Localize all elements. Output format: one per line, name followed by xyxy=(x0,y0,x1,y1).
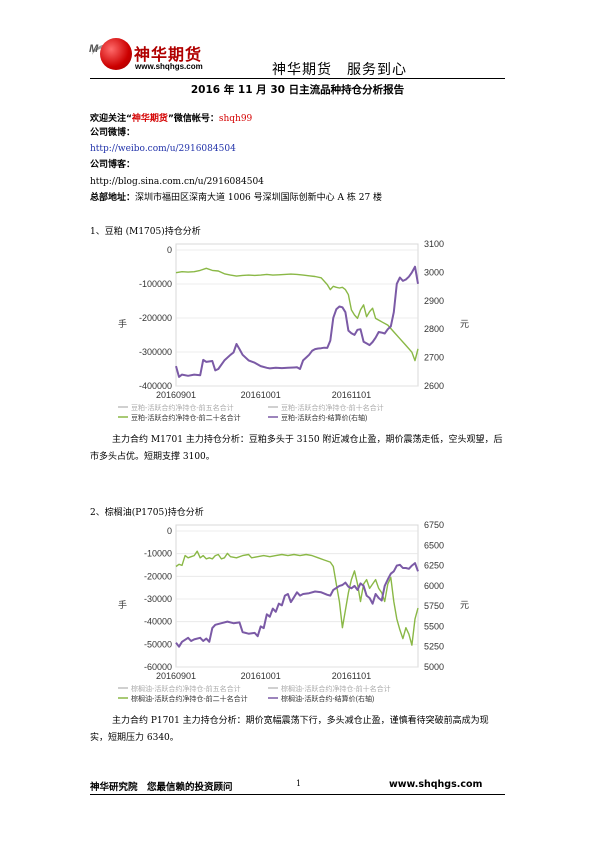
section-2-analysis: 主力合约 P1701 主力持仓分析：期价宽幅震荡下行，多头减仓止盈，谨慎看待突破… xyxy=(90,716,489,743)
logo-url: www.shqhgs.com xyxy=(135,62,203,71)
legend-label: 豆粕-活跃合约净持仓-前五名合计 xyxy=(131,403,234,412)
left-axis-label: 手 xyxy=(118,318,127,329)
right-tick-label: 6750 xyxy=(424,520,444,530)
footer-slogan: 神华研究院 您最信赖的投资顾问 xyxy=(90,782,233,793)
blog-label: 公司博客： xyxy=(90,160,136,170)
footer-url: www.shqhgs.com xyxy=(389,779,483,790)
x-tick-label: 20161001 xyxy=(241,671,281,681)
right-tick-label: 6500 xyxy=(424,540,444,550)
right-tick-label: 5000 xyxy=(424,662,444,672)
series-line-price xyxy=(175,265,419,378)
legend-label: 棕榈油-活跃合约净持仓-前二十名合计 xyxy=(131,694,248,703)
wechat-line: 欢迎关注“神华期货”微信帐号：shqh99 xyxy=(90,113,252,125)
weibo-link[interactable]: http://weibo.com/u/2916084504 xyxy=(90,144,236,154)
header-slogan: 神华期货 服务到心 xyxy=(272,62,407,78)
right-tick-label: 2800 xyxy=(424,324,444,334)
series-line-price xyxy=(175,562,419,648)
section-1-heading: 1、豆粕 (M1705)持仓分析 xyxy=(90,227,201,237)
address-label: 总部地址： xyxy=(90,193,136,203)
footer-divider xyxy=(90,794,505,795)
right-tick-label: 5250 xyxy=(424,642,444,652)
legend-label: 豆粕-活跃合约-结算价(右轴) xyxy=(281,413,367,422)
right-tick-label: 5750 xyxy=(424,601,444,611)
follow-suffix: ”微信帐号： xyxy=(167,114,219,124)
follow-prefix: 欢迎关注“ xyxy=(90,114,132,124)
right-tick-label: 2700 xyxy=(424,353,444,363)
logo-mark: M xyxy=(89,43,99,55)
right-tick-label: 3100 xyxy=(424,239,444,249)
section-2-heading: 2、棕榈油(P1705)持仓分析 xyxy=(90,508,204,518)
header-divider xyxy=(90,78,505,79)
left-tick-label: -30000 xyxy=(144,594,172,604)
logo-text: 神华期货 xyxy=(134,45,203,64)
left-tick-label: 0 xyxy=(167,245,172,255)
legend-label: 棕榈油-活跃合约-结算价(右轴) xyxy=(281,694,374,703)
left-tick-label: -10000 xyxy=(144,549,172,559)
left-tick-label: -20000 xyxy=(144,571,172,581)
report-title: 2016 年 11 月 30 日主流品种持仓分析报告 xyxy=(190,84,405,96)
chart-soymeal: 0 -100000 -200000 -300000 -400000 3100 3000 290… xyxy=(118,239,469,422)
x-tick-label: 20160901 xyxy=(156,390,196,400)
x-tick-label: 20161101 xyxy=(332,390,371,400)
blog-link[interactable]: http://blog.sina.com.cn/u/2916084504 xyxy=(90,177,264,187)
address-text: 深圳市福田区深南大道 1006 号深圳国际创新中心 A 栋 27 楼 xyxy=(135,193,383,203)
right-tick-label: 6250 xyxy=(424,561,444,571)
right-axis-label: 元 xyxy=(460,600,469,610)
plot-area xyxy=(175,243,419,387)
chart-palm-oil: 0 -10000 -20000 -30000 -40000 -50000 -60000 675… xyxy=(118,520,469,703)
legend-label: 棕榈油-活跃合约净持仓-前五名合计 xyxy=(131,684,241,693)
left-tick-label: -50000 xyxy=(144,639,172,649)
wechat-id: shqh99 xyxy=(218,114,253,124)
left-tick-label: -60000 xyxy=(144,662,172,672)
left-tick-label: 0 xyxy=(167,526,172,536)
right-tick-label: 3000 xyxy=(424,267,444,277)
left-tick-label: -200000 xyxy=(139,313,172,323)
x-tick-label: 20160901 xyxy=(156,671,196,681)
right-tick-label: 2900 xyxy=(424,296,444,306)
legend-label: 豆粕-活跃合约净持仓-前十名合计 xyxy=(281,403,384,412)
legend-label: 棕榈油-活跃合约净持仓-前十名合计 xyxy=(281,684,391,693)
address-line: 总部地址：深圳市福田区深南大道 1006 号深圳国际创新中心 A 栋 27 楼 xyxy=(90,192,382,204)
left-tick-label: -300000 xyxy=(139,347,172,357)
logo-globe-icon xyxy=(100,38,132,70)
weibo-label: 公司微博： xyxy=(90,128,136,138)
follow-name: 神华期货 xyxy=(131,114,168,124)
left-tick-label: -40000 xyxy=(144,617,172,627)
left-tick-label: -100000 xyxy=(139,279,172,289)
right-tick-label: 6000 xyxy=(424,581,444,591)
series-line-position xyxy=(175,267,419,362)
x-tick-label: 20161101 xyxy=(332,671,371,681)
right-tick-label: 2600 xyxy=(424,381,444,391)
x-tick-label: 20161001 xyxy=(241,390,281,400)
series-line-position xyxy=(175,550,419,646)
legend-label: 豆粕-活跃合约净持仓-前二十名合计 xyxy=(131,413,241,422)
right-tick-label: 5500 xyxy=(424,621,444,631)
left-tick-label: -400000 xyxy=(139,381,172,391)
page-number: 1 xyxy=(296,779,302,788)
section-1-analysis: 主力合约 M1701 主力持仓分析：豆粕多头于 3150 附近减仓止盈，期价震荡… xyxy=(90,435,503,462)
right-axis-label: 元 xyxy=(460,319,469,329)
left-axis-label: 手 xyxy=(118,599,127,610)
